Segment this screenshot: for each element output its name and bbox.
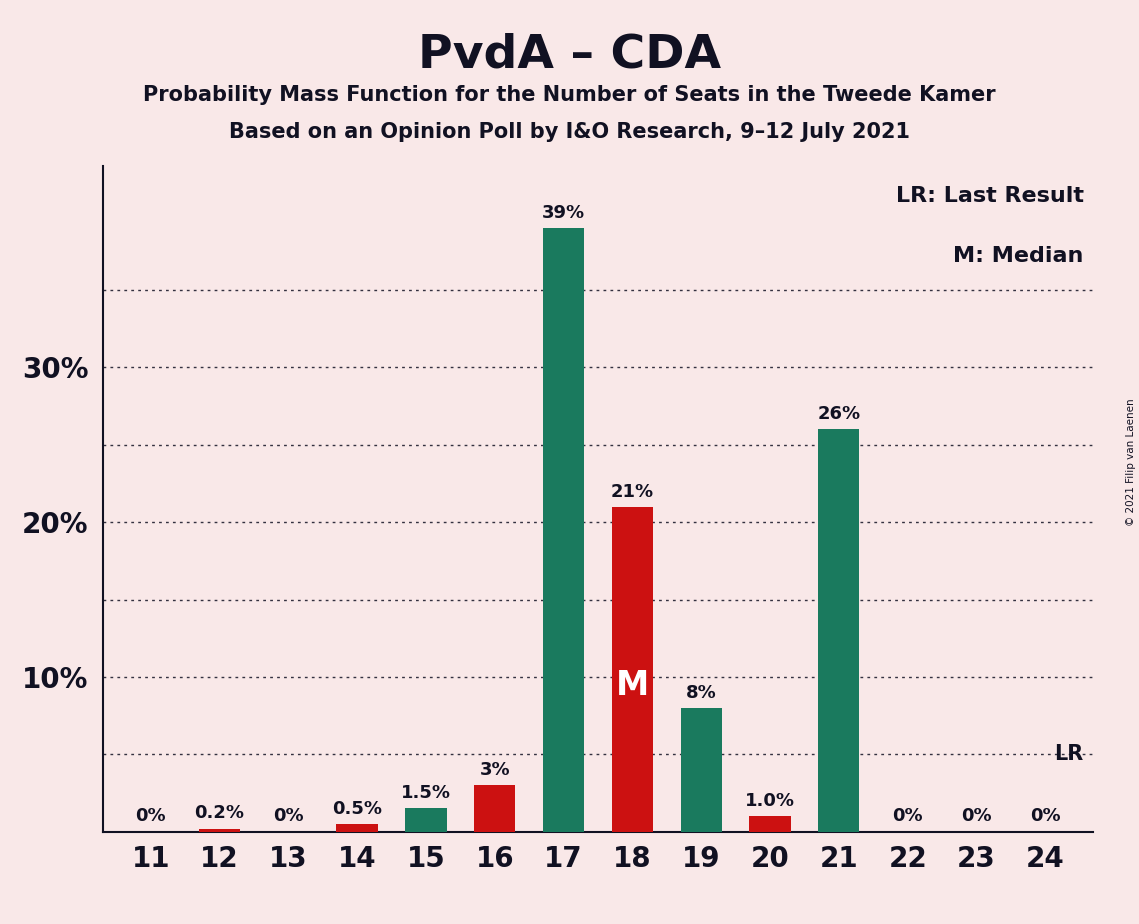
Bar <box>336 824 378 832</box>
Text: 1.0%: 1.0% <box>745 792 795 810</box>
Bar <box>612 506 653 832</box>
Text: 0%: 0% <box>136 808 166 825</box>
Text: 0%: 0% <box>961 808 992 825</box>
Bar <box>474 785 515 832</box>
Text: M: M <box>616 669 649 702</box>
Text: 8%: 8% <box>686 684 716 701</box>
Text: © 2021 Filip van Laenen: © 2021 Filip van Laenen <box>1126 398 1136 526</box>
Text: PvdA – CDA: PvdA – CDA <box>418 32 721 78</box>
Text: 0%: 0% <box>1030 808 1060 825</box>
Bar <box>199 829 240 832</box>
Bar <box>543 228 584 832</box>
Text: 0%: 0% <box>892 808 923 825</box>
Text: LR: Last Result: LR: Last Result <box>895 187 1083 206</box>
Bar <box>336 824 378 832</box>
Bar <box>405 808 446 832</box>
Text: 26%: 26% <box>818 405 860 423</box>
Text: Probability Mass Function for the Number of Seats in the Tweede Kamer: Probability Mass Function for the Number… <box>144 85 995 105</box>
Text: M: Median: M: Median <box>953 246 1083 266</box>
Text: Based on an Opinion Poll by I&O Research, 9–12 July 2021: Based on an Opinion Poll by I&O Research… <box>229 122 910 142</box>
Text: 0.2%: 0.2% <box>195 804 245 822</box>
Bar <box>818 430 860 832</box>
Text: 1.5%: 1.5% <box>401 784 451 802</box>
Text: 21%: 21% <box>611 482 654 501</box>
Bar <box>749 816 790 832</box>
Text: 0%: 0% <box>273 808 304 825</box>
Bar <box>681 708 722 832</box>
Text: 3%: 3% <box>480 761 510 779</box>
Text: 39%: 39% <box>542 204 585 222</box>
Text: LR: LR <box>1054 744 1083 764</box>
Text: 0.5%: 0.5% <box>333 799 382 818</box>
